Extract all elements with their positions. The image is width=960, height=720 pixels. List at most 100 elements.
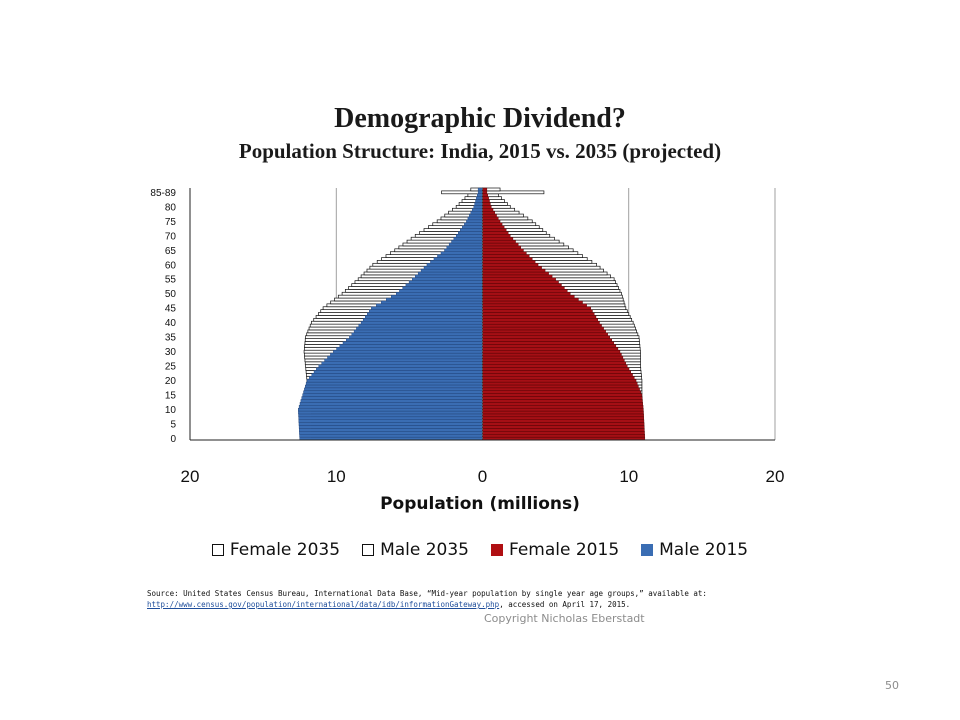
bar-male-2015 — [448, 242, 483, 247]
bar-male-2015 — [298, 407, 483, 412]
y-tick-label: 65 — [165, 246, 177, 257]
bar-male-2015 — [298, 410, 483, 415]
x-tick-labels: 20 10 0 10 20 — [181, 467, 785, 486]
bar-male-2035 — [441, 190, 483, 195]
bar-male-2015 — [349, 335, 483, 339]
bar-male-2015 — [318, 364, 483, 368]
bar-male-2015 — [446, 245, 483, 250]
bar-male-2015 — [316, 367, 483, 371]
bar-female-2015 — [482, 405, 644, 409]
copyright-notice: Copyright Nicholas Eberstadt — [484, 612, 645, 625]
bar-female-2015 — [482, 364, 628, 368]
bar-female-2015 — [482, 393, 643, 397]
bar-male-2015 — [440, 251, 483, 255]
bar-female-2015 — [482, 355, 624, 360]
bar-female-2015 — [482, 213, 497, 218]
bar-female-2015 — [482, 277, 556, 281]
bar-female-2015 — [482, 332, 608, 336]
bar-female-2015 — [482, 254, 530, 258]
bar-female-2015 — [482, 292, 571, 296]
bar-female-2015 — [482, 283, 562, 287]
bar-female-2015 — [482, 268, 546, 273]
bar-male-2015 — [477, 193, 483, 197]
bar-female-2015 — [482, 341, 615, 345]
bar-female-2035 — [482, 190, 545, 195]
bar-female-2015 — [482, 358, 625, 362]
bar-male-2015 — [342, 341, 483, 345]
bar-male-2015 — [415, 274, 483, 278]
bar-female-2015 — [482, 210, 495, 215]
legend-item-male-2035: Male 2035 — [362, 540, 469, 560]
bar-female-2015 — [482, 361, 627, 365]
bar-male-2015 — [376, 303, 483, 307]
bar-male-2015 — [298, 419, 483, 423]
bar-female-2015 — [482, 187, 488, 192]
legend-swatch-female-2015 — [491, 544, 503, 556]
source-line-2: http://www.census.gov/population/interna… — [147, 599, 787, 610]
bar-female-2015 — [482, 338, 612, 342]
bar-male-2015 — [300, 399, 483, 403]
bar-female-2015 — [482, 237, 514, 241]
bar-male-2015 — [298, 416, 483, 420]
bar-male-2015 — [464, 222, 483, 226]
bar-male-2015 — [305, 381, 483, 386]
source-link[interactable]: http://www.census.gov/population/interna… — [147, 600, 500, 609]
bar-male-2015 — [475, 199, 483, 203]
bar-male-2015 — [469, 213, 483, 218]
y-tick-label: 25 — [165, 362, 177, 373]
bar-female-2015 — [482, 384, 639, 389]
bar-male-2015 — [298, 425, 483, 429]
bar-female-2015 — [482, 199, 490, 203]
bar-male-2015 — [327, 355, 483, 360]
bar-female-2015 — [482, 387, 640, 391]
bar-female-2015 — [482, 196, 489, 200]
y-tick-label: 70 — [165, 231, 177, 242]
legend-label: Male 2035 — [380, 540, 469, 560]
y-tick-label: 20 — [165, 376, 177, 387]
bar-male-2015 — [472, 208, 483, 212]
bar-female-2015 — [482, 202, 491, 206]
bar-male-2015 — [473, 205, 483, 209]
bar-female-2015 — [482, 190, 488, 194]
bar-female-2015 — [482, 376, 635, 380]
bar-male-2015 — [462, 225, 483, 229]
bar-female-2015 — [482, 257, 533, 261]
bar-female-2015 — [482, 234, 511, 238]
bar-male-2015 — [305, 384, 483, 389]
bar-female-2015 — [482, 297, 579, 302]
bar-male-2015 — [396, 292, 483, 296]
bar-male-2015 — [353, 329, 483, 334]
bar-male-2015 — [423, 266, 483, 270]
bar-female-2015 — [482, 248, 524, 252]
legend-label: Female 2035 — [229, 540, 341, 560]
bar-male-2015 — [298, 413, 483, 418]
bar-male-2015 — [365, 315, 483, 319]
slide-subtitle: Population Structure: India, 2015 vs. 20… — [238, 139, 722, 163]
legend-swatch-female-2035 — [211, 544, 224, 556]
bar-male-2015 — [298, 405, 483, 409]
bar-male-2015 — [367, 312, 483, 316]
legend-item-female-2015: Female 2015 — [491, 540, 619, 560]
bar-male-2015 — [437, 254, 483, 258]
bar-female-2015 — [482, 431, 645, 435]
bar-male-2015 — [476, 196, 483, 200]
bar-female-2015 — [482, 193, 488, 197]
legend-label: Male 2015 — [659, 540, 749, 560]
bar-female-2015 — [482, 263, 539, 267]
bar-male-2015 — [304, 387, 483, 391]
bar-female-2015 — [482, 260, 536, 264]
bar-female-2015 — [482, 407, 644, 412]
bar-male-2015 — [345, 338, 483, 342]
y-tick-label: 30 — [165, 347, 177, 358]
bar-male-2015 — [477, 187, 483, 192]
bar-female-2015 — [482, 367, 630, 371]
y-tick-label: 60 — [165, 260, 177, 271]
bar-male-2015 — [408, 280, 483, 284]
bar-female-2015 — [482, 378, 637, 383]
bar-male-2015 — [477, 190, 483, 194]
bar-female-2015 — [482, 271, 549, 276]
y-tick-label: 10 — [165, 405, 177, 416]
y-tick-label: 55 — [165, 275, 177, 286]
bar-male-2015 — [360, 321, 483, 325]
bar-male-2015 — [420, 268, 483, 273]
